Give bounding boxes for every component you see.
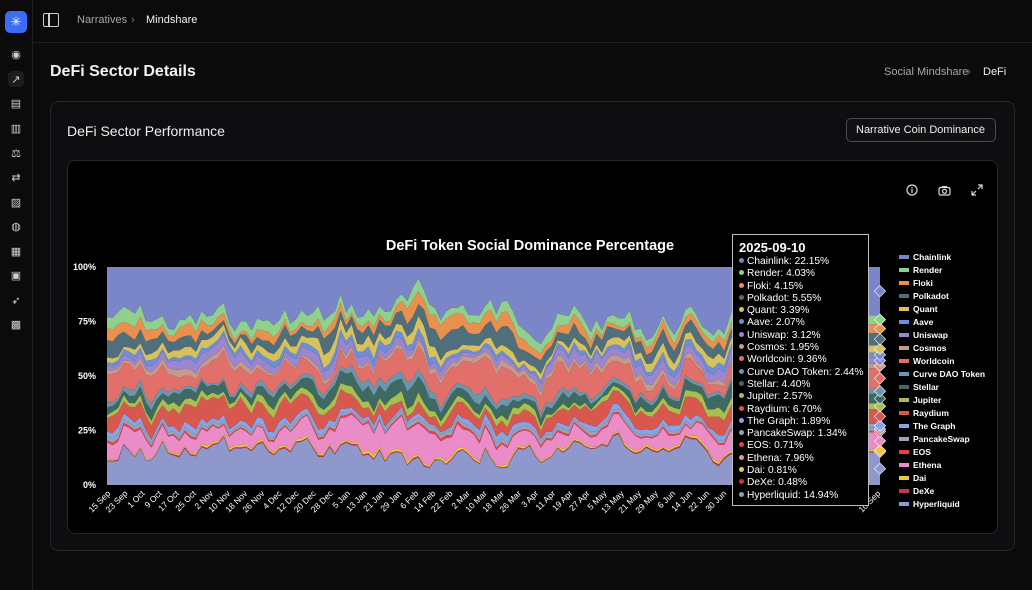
tooltip-row-text: PancakeSwap: 1.34% [747,428,847,440]
tooltip-row-text: Render: 4.03% [747,268,815,280]
fullscreen-icon[interactable] [970,183,984,197]
info-icon[interactable] [905,183,919,197]
top-bar: Narratives › Mindshare [33,0,1032,43]
globe-icon[interactable]: ◍ [11,220,21,233]
tooltip-row: Raydium: 6.70% [739,404,862,416]
sidebar: ✳ ◉ ↗ ▤ ▥ ⚖ ⇄ ▨ ◍ ▦ ▣ ➶ ▩ [0,0,33,590]
document-icon[interactable]: ▦ [10,245,22,258]
tooltip-row: Curve DAO Token: 2.44% [739,366,864,379]
home-icon[interactable]: ◉ [11,48,21,61]
tooltip-row: Worldcoin: 9.36% [739,354,862,366]
tooltip-row: The Graph: 1.89% [739,416,862,428]
tooltip-row: PancakeSwap: 1.34% [739,428,862,440]
chevron-updown-icon: ⌃ [978,125,985,134]
tooltip-row-text: Uniswap: 3.12% [747,329,821,341]
tooltip-row-text: Floki: 4.15% [747,280,804,292]
page-title: DeFi Sector Details [50,63,196,80]
tooltip-row: Chainlink: 22.15% [739,256,862,268]
tooltip-row: Floki: 4.15% [739,281,862,293]
tooltip-row-text: Worldcoin: 9.36% [747,354,827,366]
tooltip-row: DeXe: 0.48% [739,477,862,489]
tooltip-row-text: The Graph: 1.89% [747,415,831,427]
tooltip-row: Ethena: 7.96% [739,453,862,465]
tooltip-row-text: Aave: 2.07% [747,317,805,329]
tooltip-dot [739,454,744,460]
tooltip-dot [739,467,744,473]
tooltip-row: Polkadot: 5.55% [739,293,862,305]
tooltip-dot [739,405,744,411]
tooltip-row-text: Hyperliquid: 14.94% [747,489,839,501]
dropdown-value: Narrative Coin Dominance [856,124,985,136]
breadcrumb-defi[interactable]: DeFi [983,66,1007,78]
tooltip-dot [739,368,744,374]
tooltip-row-text: Curve DAO Token: 2.44% [747,366,864,378]
bar-chart-icon[interactable]: ▥ [10,122,22,135]
chart-tooltip: 2025-09-10 Chainlink: 22.15% Render: 4.03… [732,234,869,506]
tooltip-row-text: DeXe: 0.48% [747,477,808,489]
tooltip-dot [739,294,744,300]
tooltip-dot [739,442,744,448]
breadcrumb-narratives[interactable]: Narratives [77,14,128,26]
breadcrumb-social-mindshare[interactable]: Social Mindshare [884,66,969,78]
tooltip-dot [739,356,744,362]
tooltip-row: Stellar: 4.40% [739,379,862,391]
tooltip-dot [739,380,744,386]
tooltip-row-text: Dai: 0.81% [747,465,797,477]
app-logo[interactable]: ✳ [5,11,27,33]
swap-icon[interactable]: ⇄ [11,171,21,184]
sidebar-toggle-icon[interactable] [43,13,59,27]
tooltip-row-text: Quant: 3.39% [747,305,810,317]
tooltip-dot [739,417,744,423]
tooltip-row: EOS: 0.71% [739,440,862,452]
tooltip-row: Quant: 3.39% [739,305,862,317]
news-icon[interactable]: ▤ [10,97,22,110]
tooltip-date: 2025-09-10 [739,240,806,255]
metric-dropdown[interactable]: Narrative Coin Dominance ⌃ [846,118,996,142]
rocket-icon[interactable]: ➶ [11,294,21,307]
scale-icon[interactable]: ⚖ [11,147,21,160]
tooltip-row-text: Chainlink: 22.15% [747,256,830,267]
tooltip-row: Cosmos: 1.95% [739,342,862,354]
tooltip-dot [739,319,744,325]
camera-icon[interactable] [937,183,951,197]
tooltip-row-text: Cosmos: 1.95% [747,342,819,354]
trend-icon[interactable]: ↗ [8,71,24,87]
tooltip-row-text: Raydium: 6.70% [747,403,822,415]
tooltip-dot [739,270,744,276]
tooltip-row: Dai: 0.81% [739,465,862,477]
tooltip-row-text: Jupiter: 2.57% [747,391,813,403]
tooltip-row: Hyperliquid: 14.94% [739,490,862,502]
tooltip-row: Aave: 2.07% [739,317,862,329]
tooltip-dot [739,430,744,436]
breadcrumb-separator-2: › [967,66,971,78]
breadcrumb-mindshare[interactable]: Mindshare [146,14,198,26]
tooltip-dot [739,491,744,497]
apps-icon[interactable]: ▣ [10,269,22,282]
tooltip-row-text: Ethena: 7.96% [747,452,814,464]
terminal-icon[interactable]: ▩ [10,318,22,331]
tooltip-dot [739,282,744,288]
breadcrumb-separator: › [131,14,135,26]
tooltip-row-text: Stellar: 4.40% [747,378,811,390]
tooltip-dot [739,307,744,313]
tooltip-dot [739,393,744,399]
tooltip-row-text: Polkadot: 5.55% [747,292,822,304]
tooltip-dot [739,331,744,337]
tooltip-row-text: EOS: 0.71% [747,440,804,452]
card-title: DeFi Sector Performance [67,123,225,139]
tooltip-row: Render: 4.03% [739,268,862,280]
tooltip-row: Uniswap: 3.12% [739,330,862,342]
tooltip-dot [739,258,744,263]
tooltip-row: Jupiter: 2.57% [739,391,862,403]
tooltip-dot [739,344,744,350]
tooltip-dot [739,479,744,485]
image-icon[interactable]: ▨ [10,196,22,209]
